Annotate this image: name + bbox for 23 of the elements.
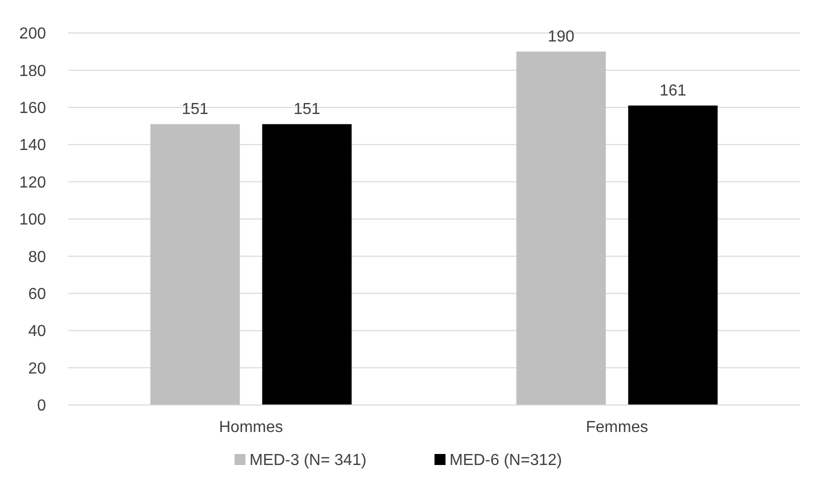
y-tick-label: 80 (28, 248, 46, 266)
x-tick-label: Femmes (586, 419, 648, 436)
y-tick-label: 180 (19, 62, 46, 80)
data-label: 190 (548, 28, 575, 46)
y-tick-label: 20 (28, 360, 46, 378)
x-tick-label: Hommes (218, 419, 284, 436)
y-tick-label: 200 (19, 26, 46, 43)
bar (262, 124, 352, 405)
y-tick-label: 0 (37, 398, 46, 415)
legend-label: MED-6 (N=312) (450, 452, 562, 469)
y-tick-label: 60 (28, 286, 46, 303)
y-tick-label: 40 (28, 323, 46, 340)
bar (516, 52, 606, 405)
y-tick-label: 100 (19, 212, 46, 229)
data-label: 161 (660, 82, 686, 100)
legend-label: MED-3 (N= 341) (250, 452, 366, 469)
bar (150, 124, 240, 405)
y-tick-label: 160 (19, 100, 46, 117)
y-tick-label: 120 (19, 174, 46, 192)
data-label: 151 (294, 101, 320, 118)
y-tick-label: 140 (19, 137, 46, 154)
bar (628, 106, 718, 405)
data-label: 151 (182, 101, 209, 118)
